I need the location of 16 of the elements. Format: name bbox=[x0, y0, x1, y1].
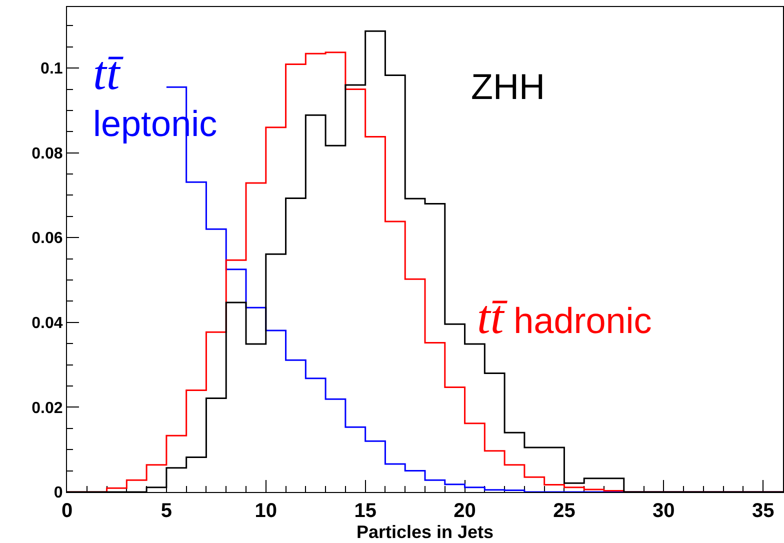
y-tick-label: 0.08 bbox=[32, 145, 63, 162]
x-tick-label: 25 bbox=[553, 500, 576, 522]
x-tick-label: 30 bbox=[652, 500, 675, 522]
x-tick-label: 10 bbox=[254, 500, 278, 522]
y-tick-label: 0.1 bbox=[40, 60, 63, 78]
y-tick-label: 0.06 bbox=[32, 230, 63, 248]
x-tick-label: 20 bbox=[454, 500, 476, 522]
x-axis-title: Particles in Jets bbox=[356, 522, 494, 542]
series-label: ZHH bbox=[471, 66, 545, 107]
y-tick-label: 0.04 bbox=[32, 315, 63, 332]
series-label: tt̄ hadronic bbox=[477, 291, 652, 344]
y-tick-label: 0 bbox=[54, 484, 63, 502]
x-tick-label: 35 bbox=[752, 500, 774, 522]
x-tick-label: 15 bbox=[354, 500, 376, 522]
y-tick-label: 0.02 bbox=[32, 400, 63, 417]
x-tick-label: 5 bbox=[160, 500, 172, 522]
